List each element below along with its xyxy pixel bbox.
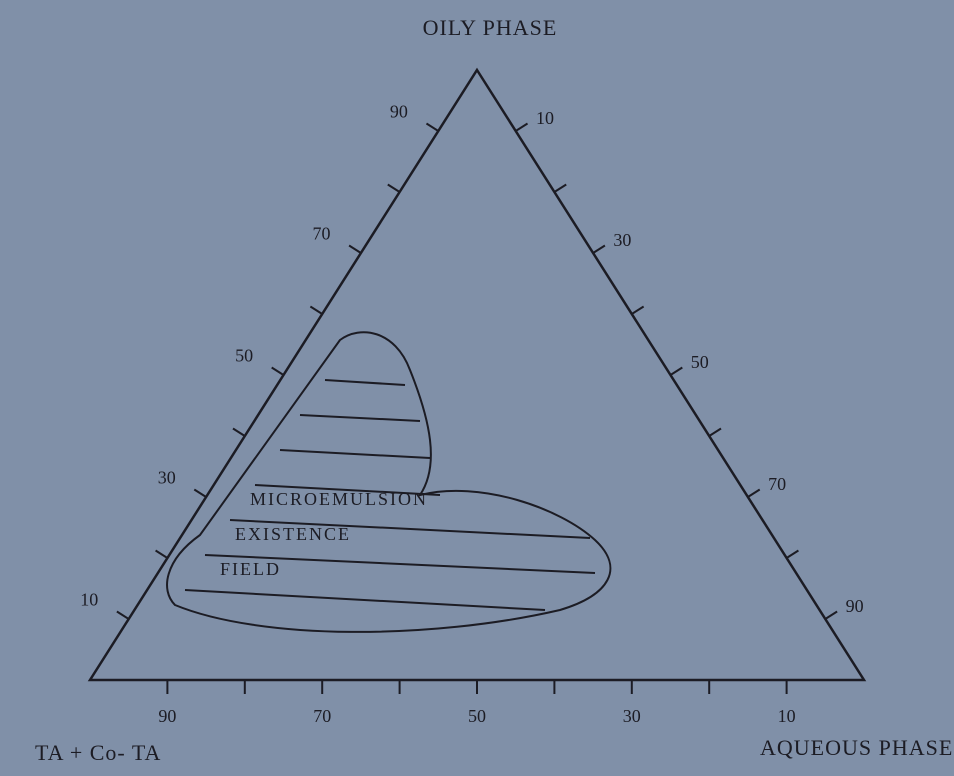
apex-label-left: TA + Co- TA	[35, 740, 161, 765]
tick-label-left: 10	[80, 590, 98, 610]
tick-label-bottom: 30	[623, 706, 641, 726]
tick-label-left: 30	[158, 468, 176, 488]
tick-label-bottom: 90	[158, 706, 176, 726]
tick-label-right: 50	[691, 352, 709, 372]
ternary-phase-diagram: MICROEMULSION EXISTENCE FIELD 10 30 50 70 90 10 3…	[0, 0, 954, 776]
microemulsion-label-line-1: EXISTENCE	[235, 524, 351, 544]
tick-label-left: 50	[235, 346, 253, 366]
apex-label-right: AQUEOUS PHASE	[760, 735, 953, 760]
microemulsion-label-line-0: MICROEMULSION	[250, 489, 428, 509]
tick-label-bottom: 70	[313, 706, 331, 726]
apex-label-top: OILY PHASE	[423, 15, 558, 40]
microemulsion-label-line-2: FIELD	[220, 559, 281, 579]
tick-label-right: 30	[613, 230, 631, 250]
tick-label-left: 70	[313, 224, 331, 244]
tick-label-bottom: 50	[468, 706, 486, 726]
tick-label-right: 90	[846, 596, 864, 616]
tick-label-right: 70	[768, 474, 786, 494]
tick-label-left: 90	[390, 102, 408, 122]
tick-label-right: 10	[536, 108, 554, 128]
tick-label-bottom: 10	[778, 706, 796, 726]
diagram-background	[0, 0, 954, 776]
